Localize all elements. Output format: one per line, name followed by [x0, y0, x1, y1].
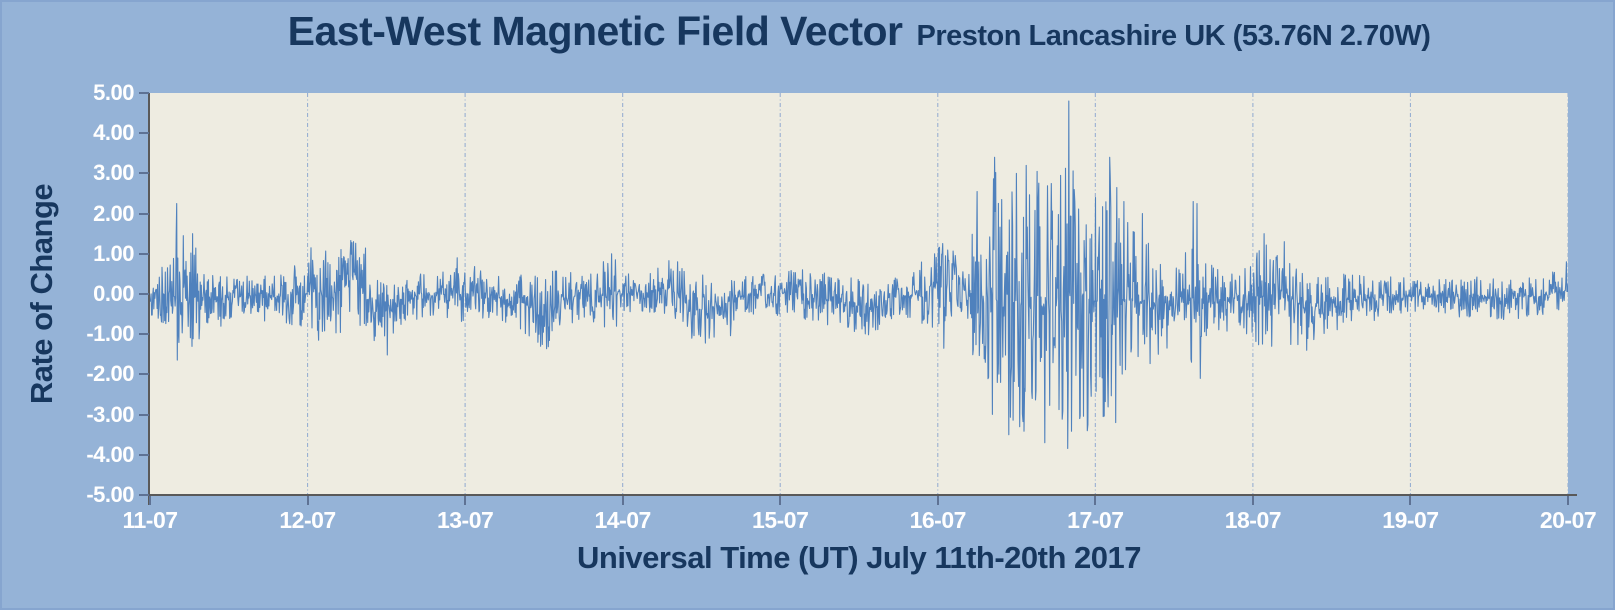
y-tick-mark: [139, 453, 149, 456]
x-tick-mark: [464, 496, 467, 505]
y-axis-line: [148, 93, 150, 505]
y-tick-mark: [139, 293, 149, 295]
chart-title: East-West Magnetic Field Vector Preston …: [150, 8, 1568, 66]
x-axis-line: [140, 494, 1577, 496]
x-tick-label: 17-07: [1067, 507, 1124, 533]
x-tick-label: 12-07: [279, 507, 336, 533]
x-tick-mark: [1409, 496, 1412, 505]
line-chart-svg: [150, 93, 1568, 495]
y-tick-label: 3.00: [93, 160, 134, 186]
x-tick-label: 16-07: [909, 507, 967, 533]
x-tick-mark: [149, 496, 151, 505]
x-tick-label: 15-07: [752, 507, 809, 533]
y-tick-mark: [139, 494, 149, 496]
y-tick-label: 1.00: [93, 240, 134, 266]
x-tick-label: 19-07: [1382, 507, 1439, 533]
x-tick-label: 14-07: [594, 507, 651, 533]
y-tick-label: -3.00: [86, 401, 134, 427]
y-tick-mark: [139, 333, 149, 336]
y-tick-label: 5.00: [93, 80, 134, 105]
y-tick-mark: [139, 212, 149, 215]
x-tick-label: 13-07: [436, 507, 494, 533]
y-tick-label: -5.00: [86, 482, 134, 507]
y-tick-label: -4.00: [86, 441, 134, 467]
x-axis-title: Universal Time (UT) July 11th-20th 2017: [577, 540, 1142, 575]
x-tick-mark: [1094, 496, 1097, 505]
y-tick-label: 2.00: [93, 200, 134, 226]
y-tick-label: -2.00: [86, 361, 134, 387]
x-tick-mark: [306, 496, 309, 505]
data-series-line: [150, 100, 1568, 450]
y-tick-mark: [139, 132, 149, 135]
y-tick-label: 0.00: [93, 281, 134, 306]
y-tick-mark: [139, 172, 149, 175]
x-tick-label: 18-07: [1224, 507, 1282, 533]
y-tick-mark: [139, 92, 149, 94]
chart-title-main: East-West Magnetic Field Vector: [287, 8, 903, 54]
x-tick-label: 20-07: [1539, 507, 1597, 533]
x-tick-mark: [1567, 496, 1569, 505]
x-tick-label: 11-07: [122, 507, 178, 533]
chart-title-location: Preston Lancashire UK (53.76N 2.70W): [916, 20, 1431, 52]
y-tick-mark: [139, 413, 149, 416]
plot-area: [150, 93, 1568, 495]
x-tick-mark: [779, 496, 782, 505]
y-tick-mark: [139, 373, 149, 376]
y-tick-label: -1.00: [86, 321, 134, 347]
x-tick-mark: [1251, 496, 1254, 505]
x-tick-mark: [621, 496, 624, 505]
y-tick-mark: [139, 252, 149, 255]
x-tick-mark: [936, 496, 939, 505]
y-tick-label: 4.00: [93, 120, 134, 146]
